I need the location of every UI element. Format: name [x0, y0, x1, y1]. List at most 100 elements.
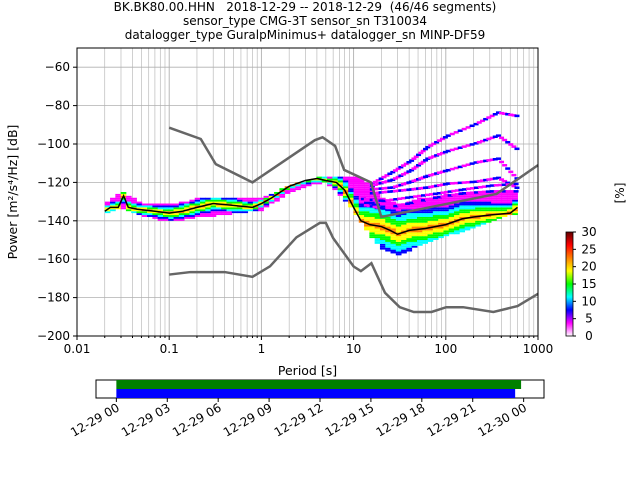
density-cell	[390, 226, 397, 229]
outlier-cell	[499, 111, 505, 115]
density-cell	[295, 188, 301, 191]
density-cell	[279, 192, 286, 194]
density-cell	[379, 220, 386, 223]
density-cell	[416, 224, 423, 227]
density-cell	[459, 195, 466, 198]
outlier-cell	[436, 192, 442, 195]
density-cell	[348, 186, 354, 189]
outlier-cell	[457, 165, 463, 169]
outlier-cell	[416, 164, 422, 167]
density-cell	[215, 201, 222, 204]
density-cell	[448, 205, 455, 208]
density-cell	[342, 182, 349, 185]
outlier-cell	[461, 127, 467, 131]
density-cell	[231, 203, 238, 206]
density-cell	[221, 211, 227, 214]
density-cell	[459, 226, 466, 229]
density-cell	[390, 211, 397, 214]
outlier-cell	[390, 178, 396, 182]
density-cell	[374, 211, 381, 214]
density-cell	[496, 197, 503, 200]
density-cell	[432, 220, 439, 223]
density-cell	[395, 216, 402, 219]
outlier-cell	[473, 122, 479, 126]
density-cell	[491, 203, 497, 206]
density-cell	[173, 216, 180, 219]
density-cell	[406, 247, 413, 250]
density-cell	[385, 213, 391, 216]
density-cell	[131, 211, 137, 214]
density-cell	[448, 226, 455, 229]
outlier-cell	[393, 198, 399, 201]
outlier-cell	[505, 140, 511, 144]
density-cell	[411, 216, 418, 219]
density-cell	[379, 205, 386, 208]
colorbar-tick-label: 5	[585, 312, 593, 326]
density-cell	[131, 203, 137, 206]
density-cell	[506, 197, 513, 200]
density-cell	[300, 186, 307, 189]
density-cell	[305, 180, 312, 183]
density-cell	[258, 205, 264, 208]
density-cell	[427, 230, 434, 233]
outlier-cell	[442, 136, 448, 139]
density-cell	[131, 209, 137, 212]
density-cell	[438, 232, 444, 235]
density-cell	[427, 236, 434, 239]
density-cell	[364, 193, 370, 196]
density-cell	[469, 207, 476, 210]
density-cell	[242, 211, 249, 214]
outlier-cell	[513, 182, 519, 186]
density-cell	[353, 195, 360, 198]
density-cell	[448, 224, 455, 227]
density-cell	[379, 218, 386, 221]
density-cell	[390, 228, 397, 231]
density-cell	[427, 240, 434, 242]
outlier-cell	[392, 185, 398, 188]
density-cell	[358, 209, 365, 212]
density-cell	[178, 215, 185, 217]
density-cell	[157, 203, 164, 206]
outlier-cell	[424, 198, 430, 201]
density-cell	[448, 211, 455, 214]
density-cell	[168, 205, 174, 208]
density-cell	[475, 222, 481, 225]
density-cell	[443, 216, 450, 219]
density-cell	[475, 224, 481, 227]
outlier-cell	[489, 158, 495, 162]
density-cell	[364, 226, 370, 229]
density-cell	[353, 176, 360, 179]
density-cell	[496, 203, 503, 206]
density-cell	[374, 230, 381, 233]
density-cell	[416, 211, 423, 214]
density-cell	[353, 201, 360, 204]
density-cell	[157, 215, 164, 217]
outlier-cell	[466, 187, 472, 191]
density-cell	[364, 209, 370, 212]
y-tick-label: −180	[37, 291, 70, 305]
density-cell	[252, 199, 259, 202]
density-cell	[422, 205, 428, 208]
density-cell	[200, 213, 206, 216]
density-cell	[369, 228, 376, 231]
density-cell	[194, 203, 201, 206]
density-cell	[475, 220, 481, 223]
density-cell	[406, 243, 413, 246]
density-cell	[221, 213, 227, 216]
density-cell	[385, 205, 391, 208]
density-cell	[395, 215, 402, 217]
outlier-cell	[421, 194, 427, 197]
density-cell	[152, 215, 159, 217]
x-tick-label: 0.01	[64, 342, 91, 356]
density-cell	[374, 232, 381, 235]
density-cell	[422, 234, 428, 237]
density-cell	[242, 197, 249, 200]
density-cell	[501, 197, 508, 200]
density-cell	[258, 199, 264, 202]
outlier-cell	[499, 178, 505, 181]
density-cell	[136, 205, 143, 208]
outlier-cell	[489, 190, 495, 193]
density-cell	[501, 193, 508, 196]
